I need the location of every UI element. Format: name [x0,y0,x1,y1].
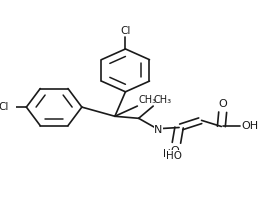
Text: OH: OH [241,121,258,132]
Text: O: O [171,146,179,156]
Text: H: H [164,149,171,159]
Text: CH₃: CH₃ [139,95,157,105]
Text: Cl: Cl [0,102,9,112]
Text: Cl: Cl [120,26,131,36]
Text: CH₃: CH₃ [154,95,172,105]
Text: HO: HO [166,151,182,161]
Text: O: O [218,99,227,109]
Text: N: N [154,124,163,135]
